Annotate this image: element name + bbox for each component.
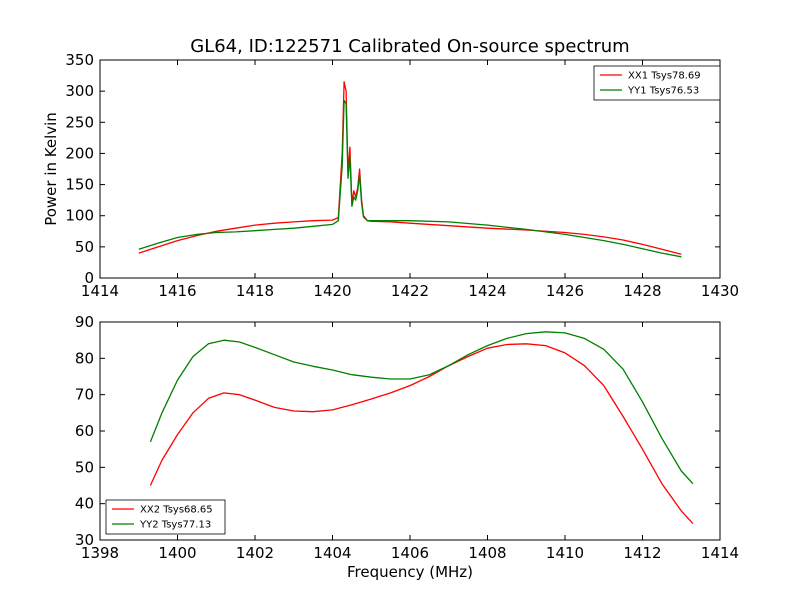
- y-tick-label: 90: [75, 313, 94, 331]
- x-tick-label: 1420: [313, 282, 351, 300]
- legend-label: YY1 Tsys76.53: [627, 86, 699, 97]
- top-subplot: 1414 1416 1418 1420 1422 1424 1426 1428 1430 0 50 1…: [42, 51, 739, 300]
- series-line-2: [149, 331, 694, 485]
- y-tick-label: 300: [65, 82, 94, 100]
- y-tick-label: 250: [65, 113, 94, 131]
- legend-label: XX1 Tsys78.69: [628, 71, 701, 82]
- x-tick-label: 1404: [313, 544, 351, 562]
- x-tick-label: 1428: [623, 282, 661, 300]
- y-tick-label: 150: [65, 176, 94, 194]
- x-tick-label: 1414: [81, 282, 119, 300]
- legend-label: YY2 Tsys77.13: [139, 520, 211, 531]
- legend-box: [593, 65, 721, 101]
- figure-title: GL64, ID:122571 Calibrated On-source spe…: [190, 36, 629, 57]
- x-tick-label: 1408: [468, 544, 506, 562]
- legend: XX2 Tsys68.65 YY2 Tsys77.13: [105, 499, 226, 535]
- y-tick-label: 70: [75, 386, 94, 404]
- y-tick-label: 80: [75, 349, 94, 367]
- series-line-1: [138, 81, 682, 255]
- legend-box: [105, 499, 226, 535]
- x-tick-label: 1412: [623, 544, 661, 562]
- y-tick-label: 100: [65, 207, 94, 225]
- series-line-1: [149, 343, 694, 525]
- y-tick-label: 350: [65, 51, 94, 69]
- y-axis-label: Power in Kelvin: [42, 112, 60, 226]
- series-line-2: [138, 99, 682, 258]
- x-tick-label: 1402: [236, 544, 274, 562]
- x-tick-label: 1424: [468, 282, 506, 300]
- y-tick-label: 50: [75, 458, 94, 476]
- y-tick-label: 0: [84, 269, 94, 287]
- x-tick-label: 1406: [391, 544, 429, 562]
- y-tick-label: 200: [65, 144, 94, 162]
- x-tick-label: 1398: [81, 544, 119, 562]
- x-tick-label: 1410: [546, 544, 584, 562]
- legend: XX1 Tsys78.69 YY1 Tsys76.53: [593, 65, 721, 101]
- x-tick-label: 1418: [236, 282, 274, 300]
- x-tick-label: 1426: [546, 282, 584, 300]
- x-tick-label: 1422: [391, 282, 429, 300]
- x-axis-label: Frequency (MHz): [347, 563, 473, 581]
- bottom-subplot: 1398 1400 1402 1404 1406 1408 1410 1412 1414 30 40…: [75, 313, 739, 581]
- y-tick-label: 40: [75, 495, 94, 513]
- x-tick-label: 1414: [701, 544, 739, 562]
- legend-label: XX2 Tsys68.65: [140, 505, 213, 516]
- y-tick-label: 60: [75, 422, 94, 440]
- x-tick-label: 1416: [158, 282, 196, 300]
- y-tick-label: 50: [75, 238, 94, 256]
- y-tick-label: 30: [75, 531, 94, 549]
- x-tick-label: 1430: [701, 282, 739, 300]
- x-tick-label: 1400: [158, 544, 196, 562]
